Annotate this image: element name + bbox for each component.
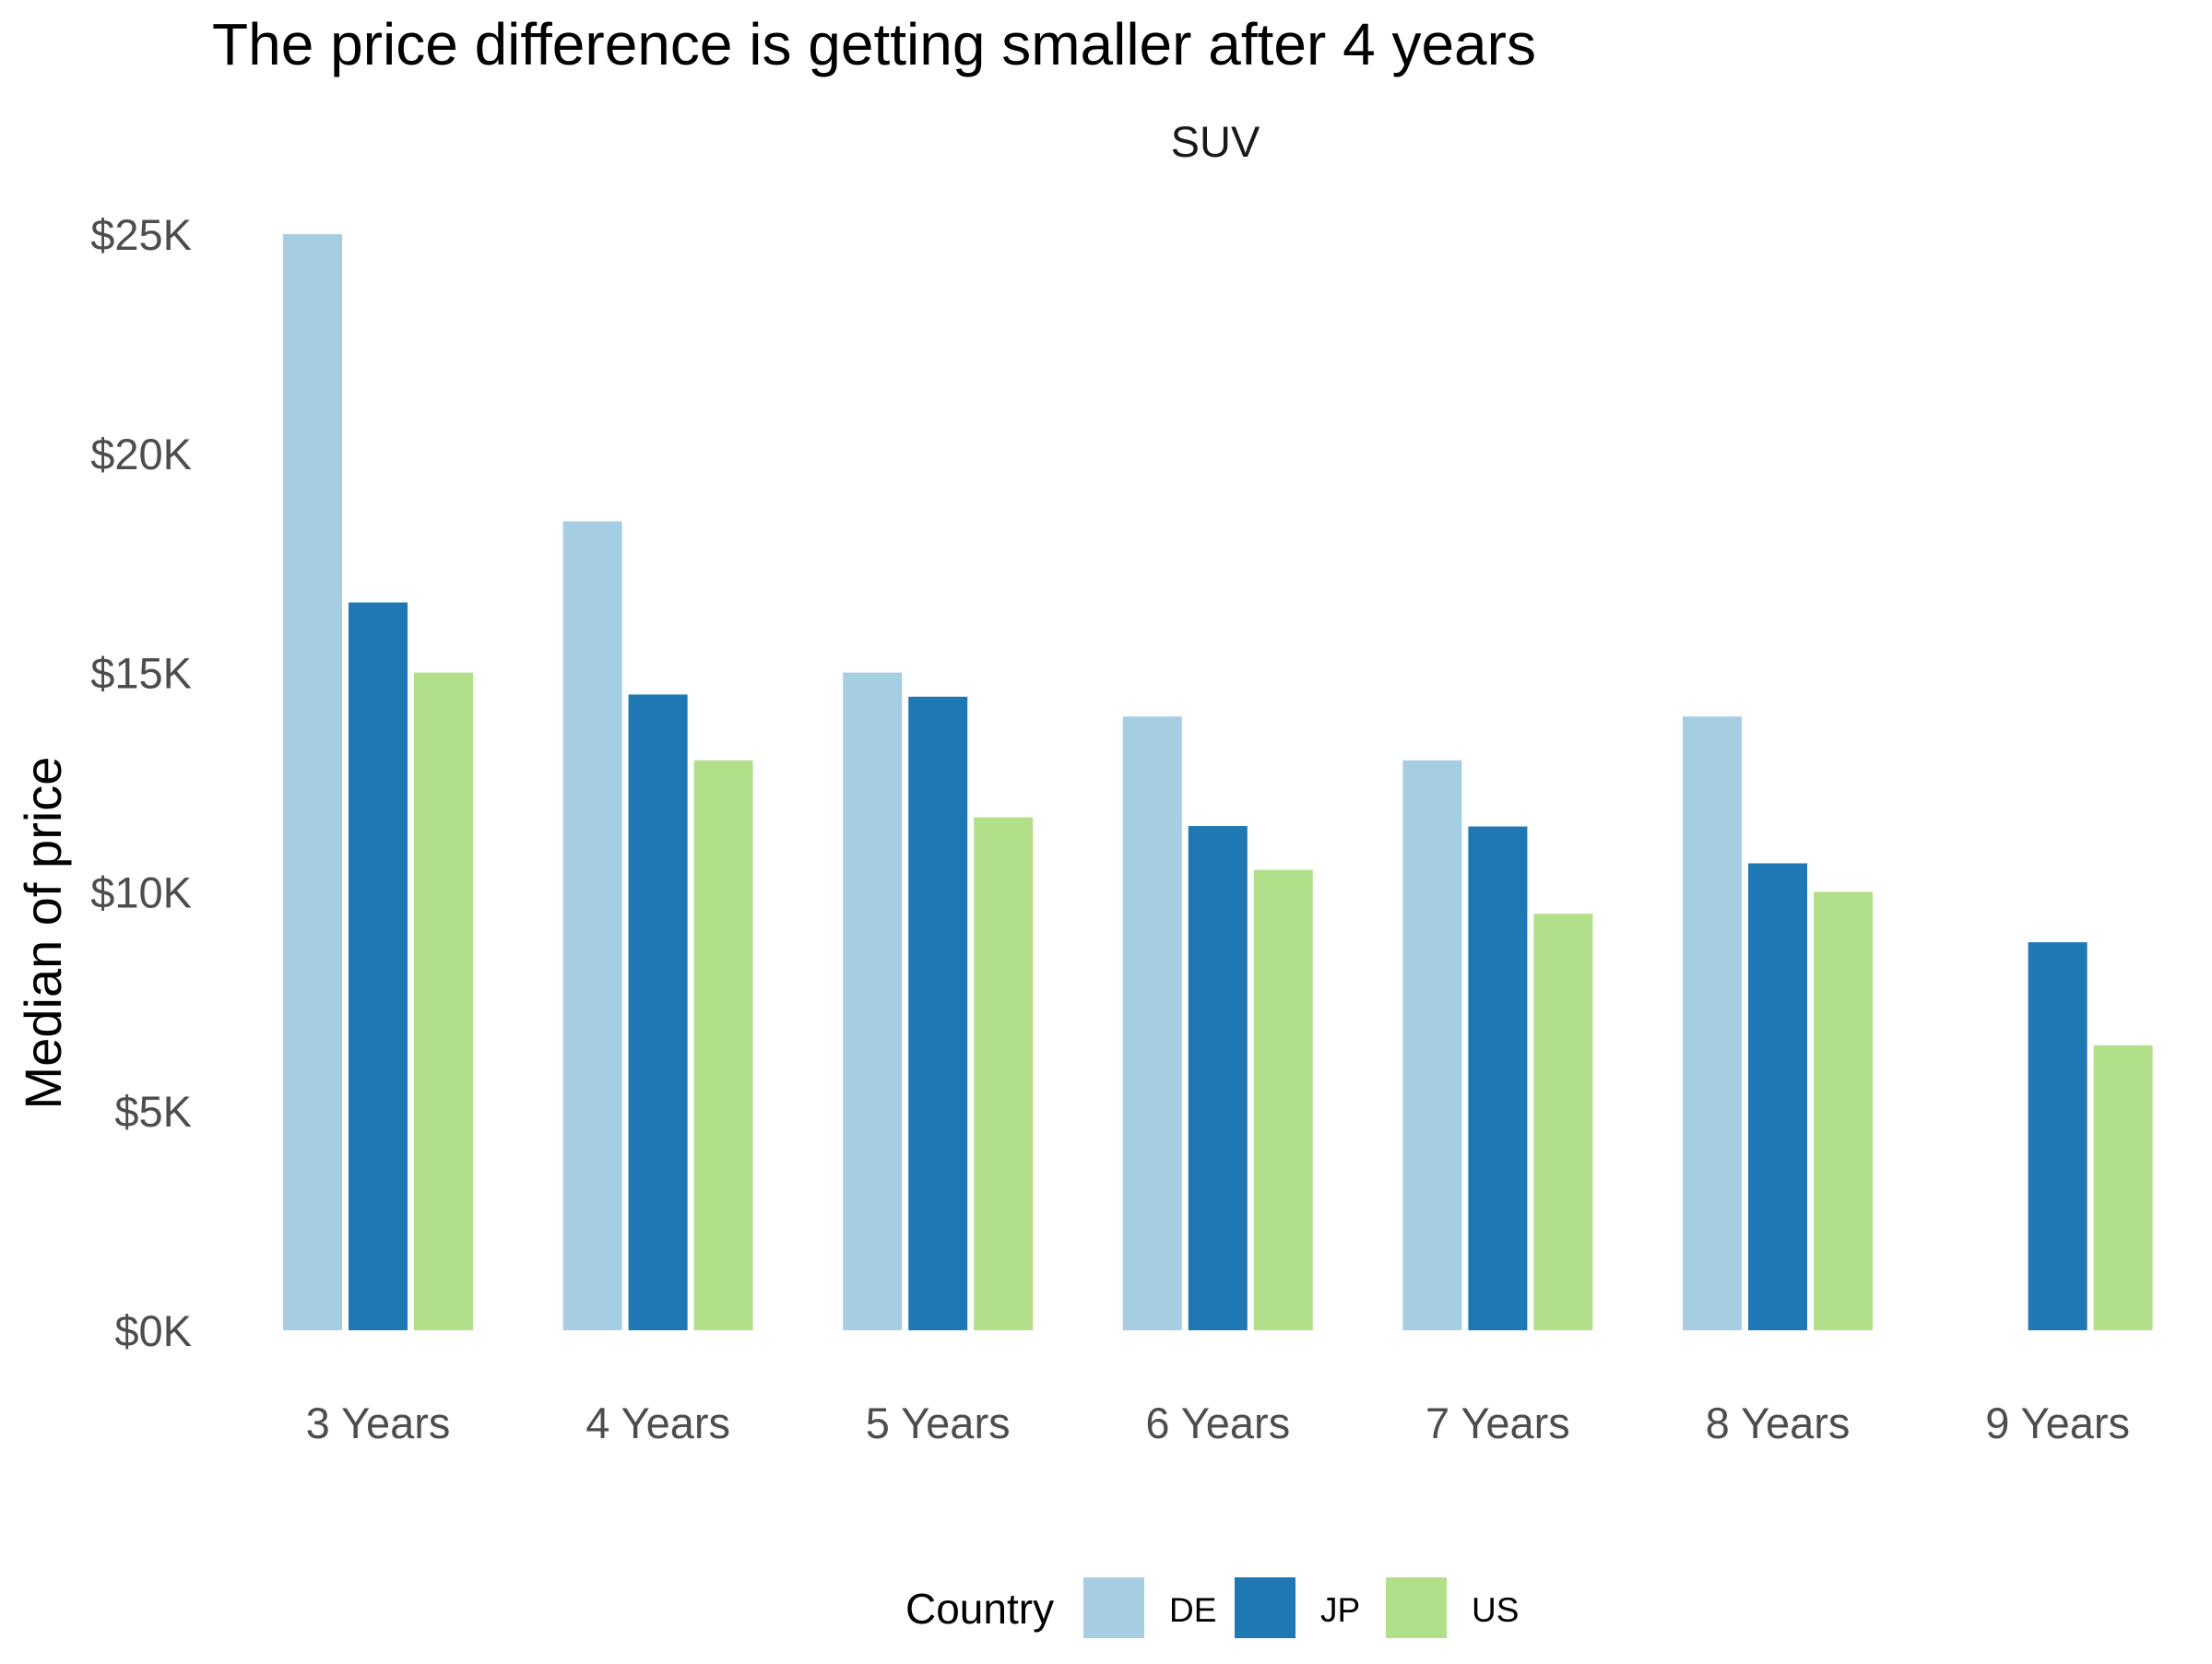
legend: Country DE JP US (905, 1577, 1519, 1638)
y-tick-label: $25K (90, 210, 192, 259)
x-tick-label: 8 Years (1706, 1398, 1851, 1447)
bar-us (1533, 914, 1593, 1330)
bar-us (693, 760, 753, 1330)
bar-us (1253, 869, 1313, 1330)
y-axis-ticks: $0K $5K $10K $15K $20K $25K (90, 210, 192, 1355)
y-axis-title: Median of price (14, 757, 72, 1110)
y-tick-label: $0K (114, 1306, 192, 1355)
bar-de (562, 521, 622, 1330)
bar-us (414, 672, 473, 1330)
bar-de (1122, 716, 1182, 1330)
bar-jp (1748, 863, 1807, 1330)
bar-jp (1468, 826, 1528, 1330)
y-tick-label: $15K (90, 649, 192, 698)
bar-jp (628, 694, 688, 1330)
bar-us (2093, 1044, 2153, 1330)
bar-us (1814, 891, 1873, 1330)
bar-jp (1188, 826, 1248, 1330)
y-tick-label: $5K (114, 1087, 192, 1136)
bar-us (974, 817, 1034, 1330)
bar-jp (2028, 942, 2088, 1330)
bar-de (283, 234, 342, 1330)
bars (283, 234, 2153, 1330)
bar-de (843, 672, 903, 1330)
x-tick-label: 6 Years (1145, 1398, 1290, 1447)
x-tick-label: 4 Years (586, 1398, 730, 1447)
bar-de (1402, 760, 1462, 1330)
legend-key-us (1386, 1577, 1447, 1638)
bar-jp (349, 602, 408, 1330)
legend-label-jp: JP (1320, 1591, 1360, 1629)
legend-label-us: US (1472, 1591, 1519, 1629)
legend-key-de (1083, 1577, 1144, 1638)
x-axis-ticks: 3 Years 4 Years 5 Years 6 Years 7 Years 8 Yea… (306, 1398, 2130, 1447)
legend-title: Country (905, 1585, 1054, 1633)
bar-jp (908, 696, 968, 1330)
y-tick-label: $20K (90, 430, 192, 478)
facet-label: SUV (1171, 117, 1260, 166)
legend-label-de: DE (1169, 1591, 1216, 1629)
chart-title: The price difference is getting smaller … (212, 11, 1536, 77)
legend-key-jp (1235, 1577, 1295, 1638)
x-tick-label: 5 Years (866, 1398, 1011, 1447)
x-tick-label: 3 Years (306, 1398, 451, 1447)
y-tick-label: $10K (90, 867, 192, 916)
x-tick-label: 9 Years (1985, 1398, 2130, 1447)
x-tick-label: 7 Years (1425, 1398, 1570, 1447)
bar-de (1683, 716, 1742, 1330)
